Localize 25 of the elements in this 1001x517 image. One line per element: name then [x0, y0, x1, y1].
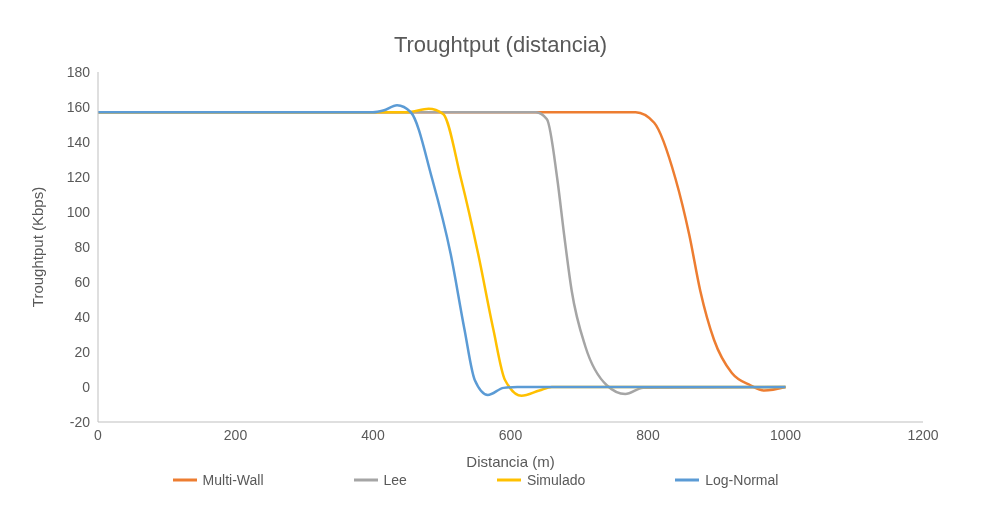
legend-label: Multi-Wall [201, 472, 264, 488]
legend-label: Simulado [525, 472, 586, 488]
y-tick-label: 60 [74, 273, 91, 290]
x-tick-label: 1200 [907, 426, 939, 443]
x-axis-title: Distancia (m) [466, 453, 555, 470]
x-tick-label: 1000 [769, 426, 802, 443]
y-tick-label: 40 [74, 308, 91, 325]
legend-label: Log-Normal [704, 472, 779, 488]
x-tick-label: 800 [636, 426, 660, 443]
y-tick-label: 180 [66, 63, 91, 80]
y-tick-label: 160 [66, 98, 91, 115]
y-axis-title: Troughtput (Kbps) [29, 186, 47, 308]
chart-title: Troughtput (distancia) [392, 31, 609, 59]
y-tick-label: -20 [69, 413, 91, 430]
y-tick-label: 20 [74, 343, 91, 360]
y-tick-label: 140 [66, 133, 91, 150]
y-tick-label: 80 [74, 238, 91, 255]
legend-label: Lee [382, 472, 407, 488]
x-tick-label: 400 [361, 426, 385, 443]
y-tick-label: 120 [66, 168, 91, 185]
x-tick-label: 200 [223, 426, 248, 443]
x-tick-label: 0 [94, 426, 103, 443]
y-tick-label: 0 [82, 378, 91, 395]
x-tick-label: 600 [498, 426, 523, 443]
y-tick-label: 100 [66, 203, 91, 220]
